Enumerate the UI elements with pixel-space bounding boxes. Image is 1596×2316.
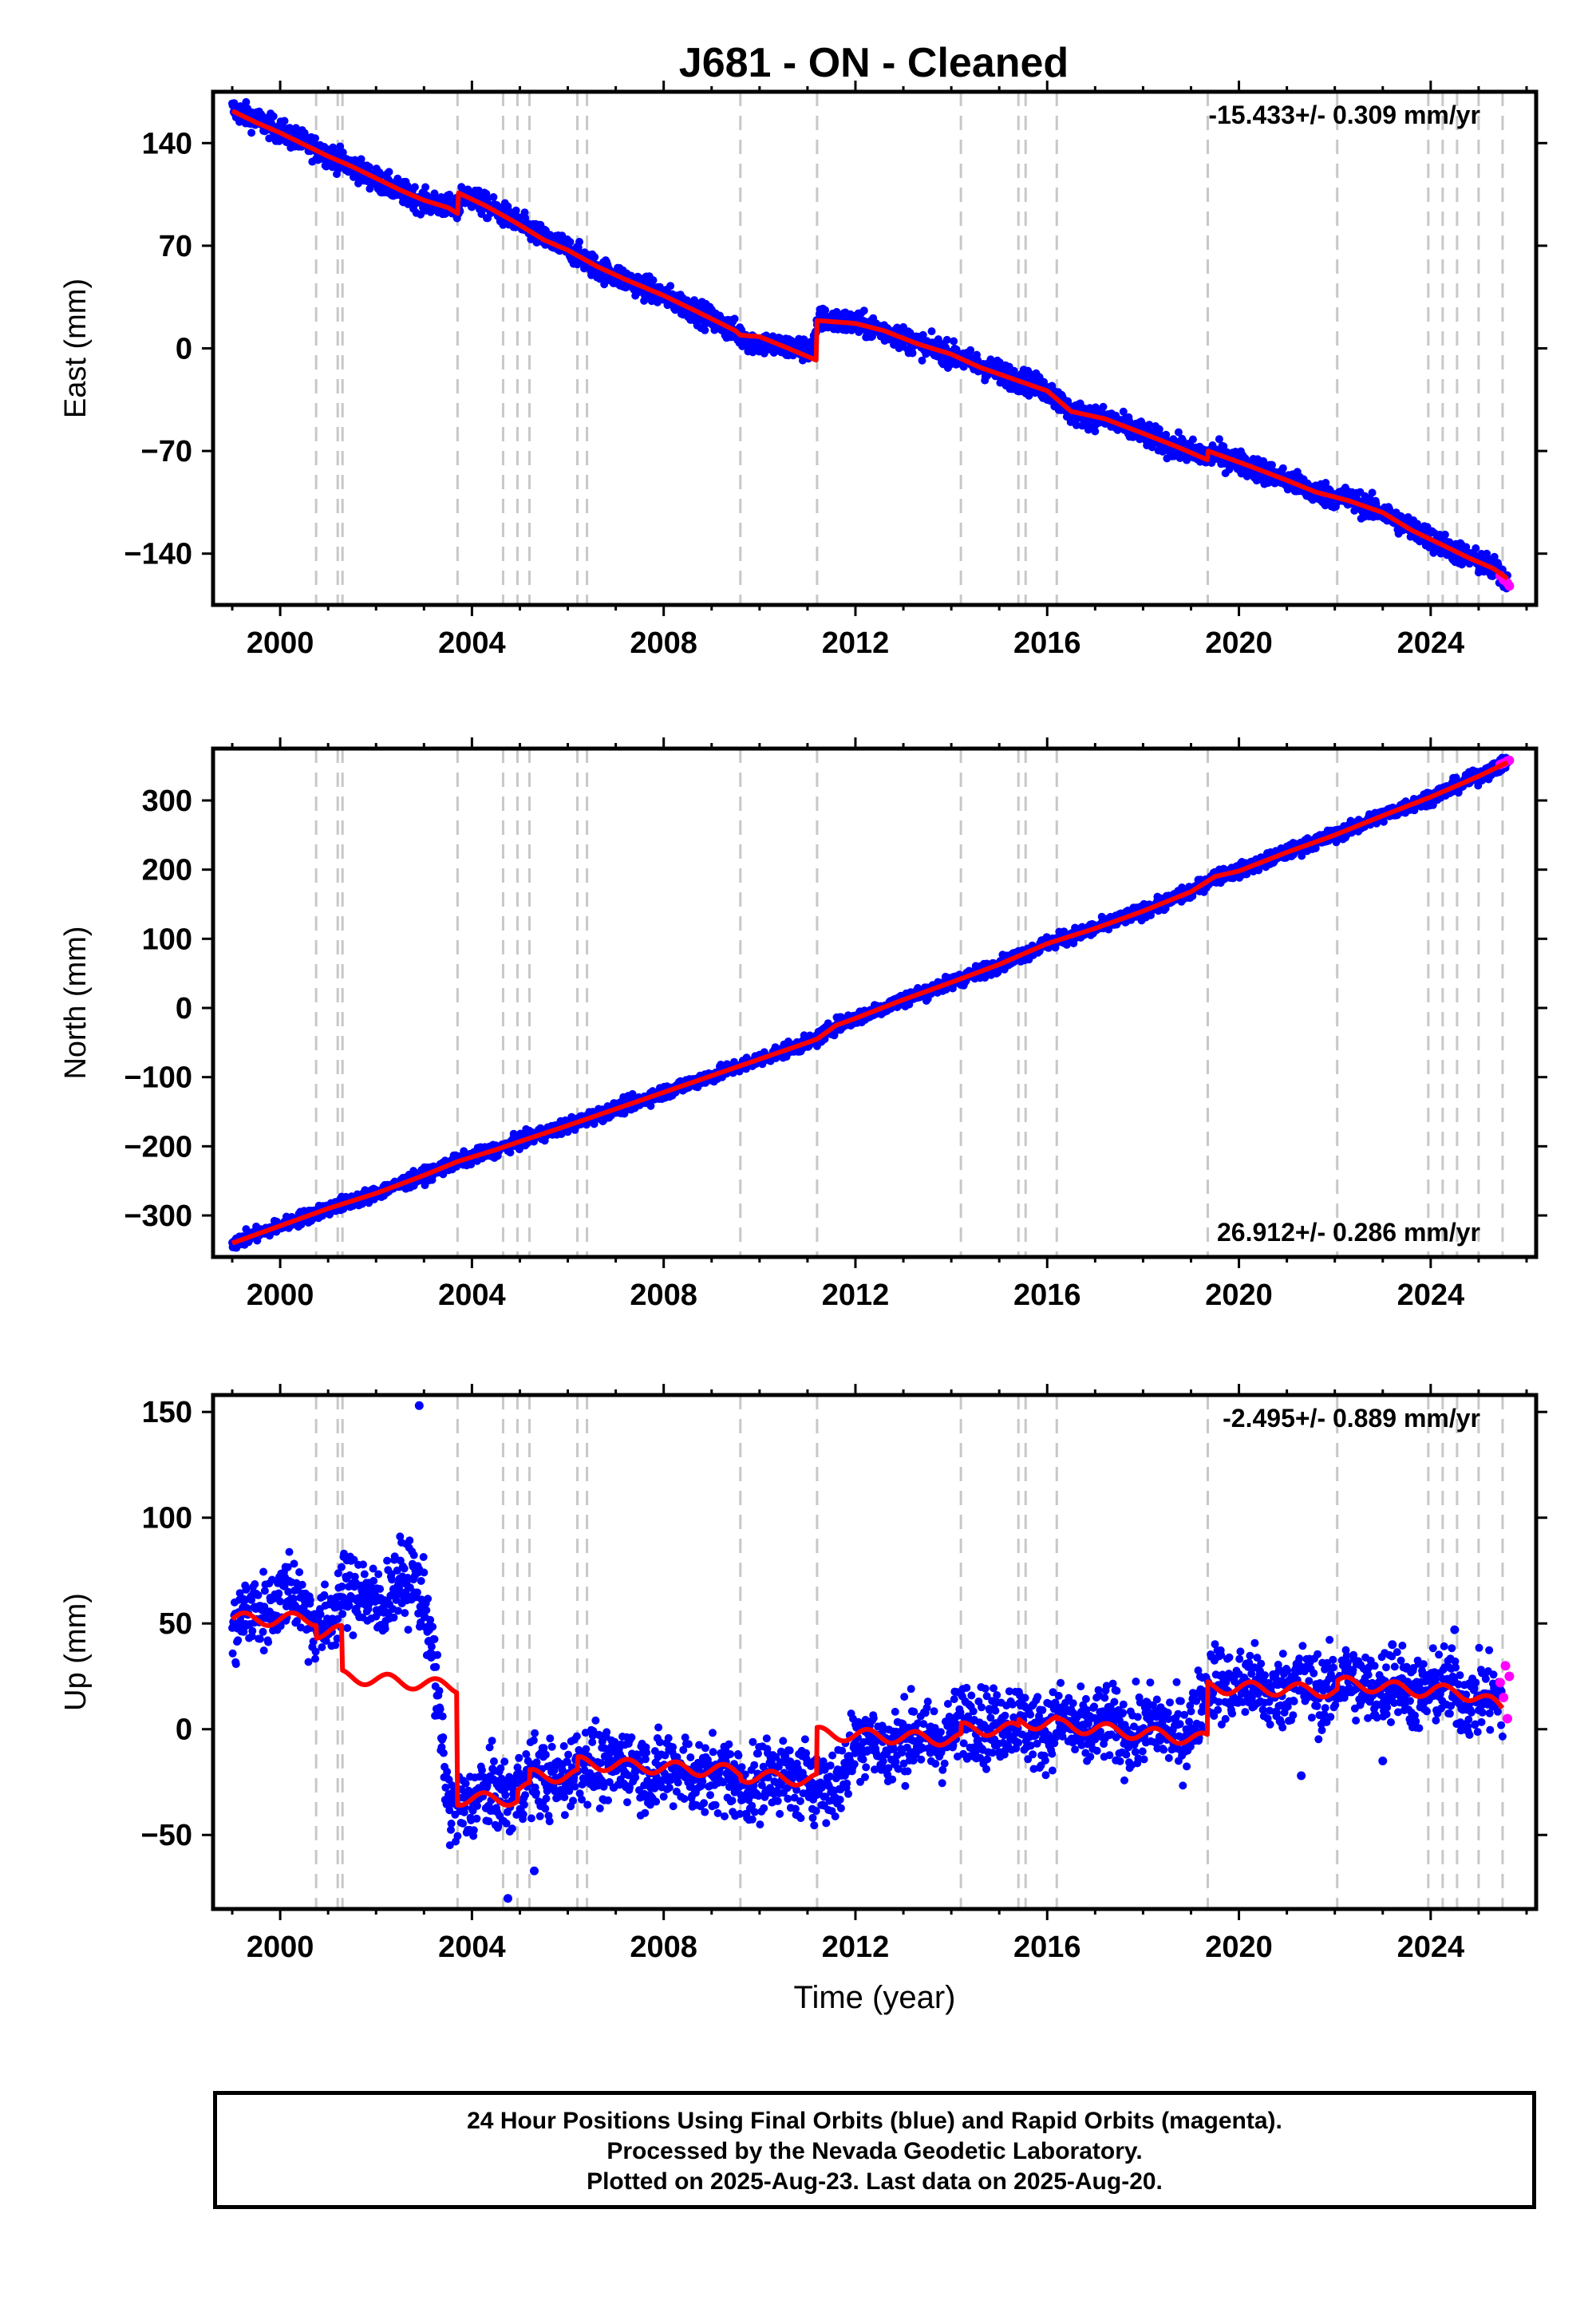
east-data-point (1162, 430, 1171, 439)
east-y-axis-label: East (mm) (59, 279, 93, 418)
east-data-point (591, 253, 599, 262)
east-data-point (1483, 549, 1491, 558)
east-panel: 2000 2004 2008 2012 2016 2020 2024 140 70 0 −70 −14… (59, 81, 1547, 660)
east-data-point (1091, 427, 1100, 436)
figure-title: J681 - ON - Cleaned (679, 40, 1069, 86)
east-data-point (365, 163, 373, 172)
east-data-point (666, 282, 675, 290)
east-x-tick-label: 2008 (630, 626, 697, 660)
east-data-point (1174, 428, 1183, 437)
east-rapid-point (1504, 581, 1515, 591)
east-data-point (1219, 442, 1228, 451)
east-data-point (280, 117, 289, 125)
east-data-point (927, 327, 936, 336)
east-data-point (821, 306, 830, 314)
east-data-point (918, 356, 926, 365)
east-x-tick-label: 2004 (438, 626, 506, 660)
east-data-point (800, 335, 808, 344)
east-data-point (730, 314, 739, 323)
north-plot-area (228, 749, 1515, 1257)
east-data-point (566, 238, 575, 247)
north-data-point (358, 1199, 366, 1208)
east-data-point (1155, 425, 1163, 433)
east-x-tick-label: 2016 (1013, 626, 1081, 660)
east-data-point (311, 134, 319, 143)
east-data-point (336, 142, 345, 151)
east-y-tick-label: −70 (141, 435, 192, 468)
east-data-point (942, 335, 951, 344)
east-x-tick-label: 2000 (247, 626, 314, 660)
east-y-tick-label: 0 (176, 333, 192, 366)
east-final-orbit-points (228, 97, 1511, 593)
east-data-point (1321, 479, 1330, 487)
east-data-point (1259, 458, 1268, 467)
east-data-point (1072, 421, 1080, 429)
east-data-point (357, 155, 365, 164)
east-data-point (950, 337, 958, 346)
east-data-point (918, 330, 927, 339)
east-data-point (966, 346, 975, 354)
east-data-point (1145, 421, 1154, 429)
east-data-point (649, 276, 658, 285)
east-data-point (906, 329, 915, 338)
east-x-tick-label: 2012 (822, 626, 890, 660)
east-data-point (1084, 425, 1092, 434)
east-y-tick-label: 70 (159, 230, 192, 263)
east-data-point (1368, 488, 1377, 497)
east-data-point (445, 190, 454, 199)
east-data-point (908, 349, 917, 358)
east-data-point (859, 306, 868, 315)
east-data-point (430, 189, 439, 198)
east-rapid-orbit-points (1495, 571, 1515, 591)
east-data-point (1413, 520, 1421, 528)
east-data-point (1268, 460, 1276, 469)
east-data-point (385, 168, 393, 176)
east-data-point (1215, 435, 1223, 444)
east-data-point (683, 296, 692, 305)
north-panel: 2000 2004 2008 2012 2016 2020 20243002001000−1… (59, 737, 1547, 1312)
east-data-point (247, 128, 256, 137)
east-rate-label: -15.433+/- 0.309 mm/yr (1208, 101, 1480, 129)
east-data-point (1490, 552, 1499, 561)
east-data-point (1278, 464, 1287, 472)
east-data-point (1462, 543, 1471, 551)
east-plot-area (228, 92, 1515, 605)
east-data-point (1188, 435, 1197, 444)
east-data-point (1472, 544, 1480, 552)
east-data-point (489, 193, 498, 201)
east-data-point (410, 183, 419, 192)
east-data-point (1440, 530, 1449, 539)
east-data-point (421, 183, 430, 192)
east-x-tick-label: 2020 (1205, 626, 1273, 660)
east-data-point (701, 326, 709, 334)
east-model-line (231, 109, 1509, 581)
east-data-point (1099, 402, 1108, 411)
east-x-tick-label: 2024 (1397, 626, 1465, 660)
east-y-tick-label: −140 (124, 538, 192, 571)
east-data-point (242, 97, 251, 106)
east-data-point (575, 238, 583, 246)
east-y-tick-label: 140 (142, 127, 192, 160)
east-data-point (1119, 407, 1128, 416)
east-data-point (269, 112, 278, 121)
